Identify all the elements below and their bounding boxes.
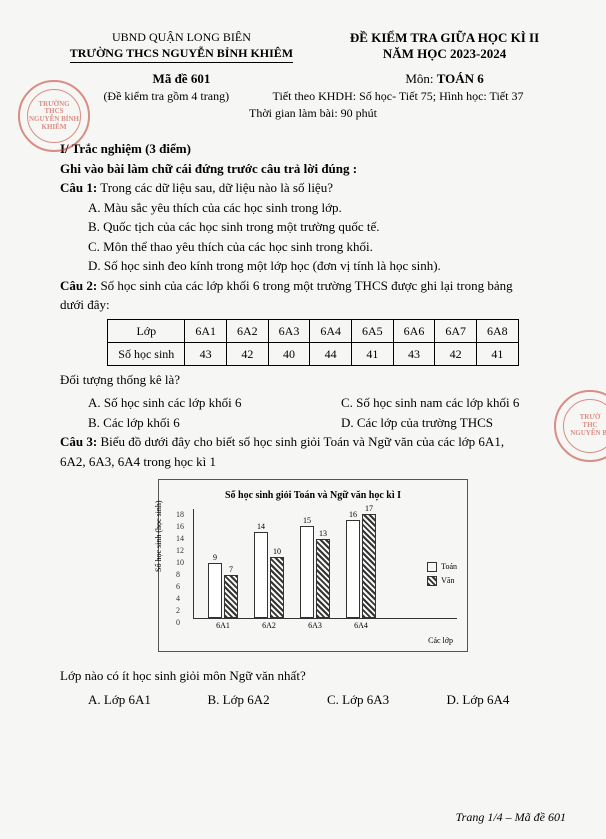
q2-table: Lớp6A16A26A36A46A56A66A76A8 Số học sinh4…	[107, 319, 518, 366]
subject-line: Môn: TOÁN 6	[323, 71, 566, 87]
duration-line: Thời gian làm bài: 90 phút	[60, 106, 566, 121]
q3-opt-b: B. Lớp 6A2	[208, 690, 328, 710]
chart-area: 181614121086420 976A114106A215136A316176…	[193, 509, 457, 619]
page-footer: Trang 1/4 – Mã đề 601	[456, 810, 566, 825]
bar-chart: Số học sinh giỏi Toán và Ngữ văn học kì …	[158, 479, 468, 652]
school-year: NĂM HỌC 2023-2024	[323, 46, 566, 62]
legend-toan: Toán	[441, 561, 457, 573]
stamp-text: NGUYỄN BỈ	[570, 430, 606, 438]
exam-page: TRƯỜNG THCS NGUYỄN BỈNH KHIÊM TRƯỜ THC N…	[0, 0, 606, 839]
q2-options: A. Số học sinh các lớp khối 6 B. Các lớp…	[60, 393, 566, 432]
q3-stem-1: Câu 3: Biểu đồ dưới đây cho biết số học …	[60, 432, 566, 452]
y-axis-title: Số học sinh (học sinh)	[153, 500, 165, 572]
section-title: I/ Trắc nghiệm (3 điểm)	[60, 139, 566, 159]
q1-stem: Câu 1: Câu 1: Trong các dữ liệu sau, dữ …	[60, 178, 566, 198]
q2-stem-2: dưới đây:	[60, 295, 566, 315]
y-ticks: 181614121086420	[176, 509, 184, 618]
sub-row: (Đề kiểm tra gồm 4 trang) Tiết theo KHDH…	[60, 89, 566, 104]
x-axis-title: Các lớp	[169, 635, 453, 647]
chart-title: Số học sinh giỏi Toán và Ngữ văn học kì …	[169, 488, 457, 503]
chart-legend: Toán Văn	[427, 559, 457, 589]
exam-code: Mã đề 601	[60, 71, 303, 87]
q3-opt-a: A. Lớp 6A1	[88, 690, 208, 710]
exam-title: ĐỀ KIỂM TRA GIỮA HỌC KÌ II	[323, 30, 566, 46]
period-line: Tiết theo KHDH: Số học- Tiết 75; Hình họ…	[273, 89, 566, 104]
q1-opt-d: D. Số học sinh đeo kính trong một lớp họ…	[88, 256, 566, 276]
q2-opt-d: D. Các lớp của trường THCS	[341, 413, 566, 433]
stamp-text: THC	[582, 422, 597, 430]
meta-row: Mã đề 601 Môn: TOÁN 6	[60, 71, 566, 87]
q3-options: A. Lớp 6A1 B. Lớp 6A2 C. Lớp 6A3 D. Lớp …	[60, 690, 566, 710]
q1-opt-c: C. Môn thể thao yêu thích của các học si…	[88, 237, 566, 257]
legend-van: Văn	[441, 575, 454, 587]
pages-note: (Đề kiểm tra gồm 4 trang)	[60, 89, 273, 104]
q3-stem-2: 6A2, 6A3, 6A4 trong học kì 1	[60, 452, 566, 472]
q1-opt-a: A. Màu sắc yêu thích của các học sinh tr…	[88, 198, 566, 218]
q3-opt-c: C. Lớp 6A3	[327, 690, 447, 710]
q2-opt-c: C. Số học sinh nam các lớp khối 6	[341, 393, 566, 413]
q2-follow: Đối tượng thống kê là?	[60, 370, 566, 390]
q2-opt-a: A. Số học sinh các lớp khối 6	[88, 393, 313, 413]
stamp-text: TRƯỜ	[580, 414, 601, 422]
q1-opt-b: B. Quốc tịch của các học sinh trong một …	[88, 217, 566, 237]
district-line: UBND QUẬN LONG BIÊN	[60, 30, 303, 45]
q2-stem-1: Câu 2: Số học sinh của các lớp khối 6 tr…	[60, 276, 566, 296]
q3-opt-d: D. Lớp 6A4	[447, 690, 567, 710]
header: UBND QUẬN LONG BIÊN TRƯỜNG THCS NGUYỄN B…	[60, 30, 566, 63]
section-instruction: Ghi vào bài làm chữ cái đứng trước câu t…	[60, 159, 566, 179]
q3-follow: Lớp nào có ít học sinh giỏi môn Ngữ văn …	[60, 666, 566, 686]
section-1: I/ Trắc nghiệm (3 điểm) Ghi vào bài làm …	[60, 139, 566, 709]
school-line: TRƯỜNG THCS NGUYỄN BỈNH KHIÊM	[70, 46, 293, 63]
q2-opt-b: B. Các lớp khối 6	[88, 413, 313, 433]
